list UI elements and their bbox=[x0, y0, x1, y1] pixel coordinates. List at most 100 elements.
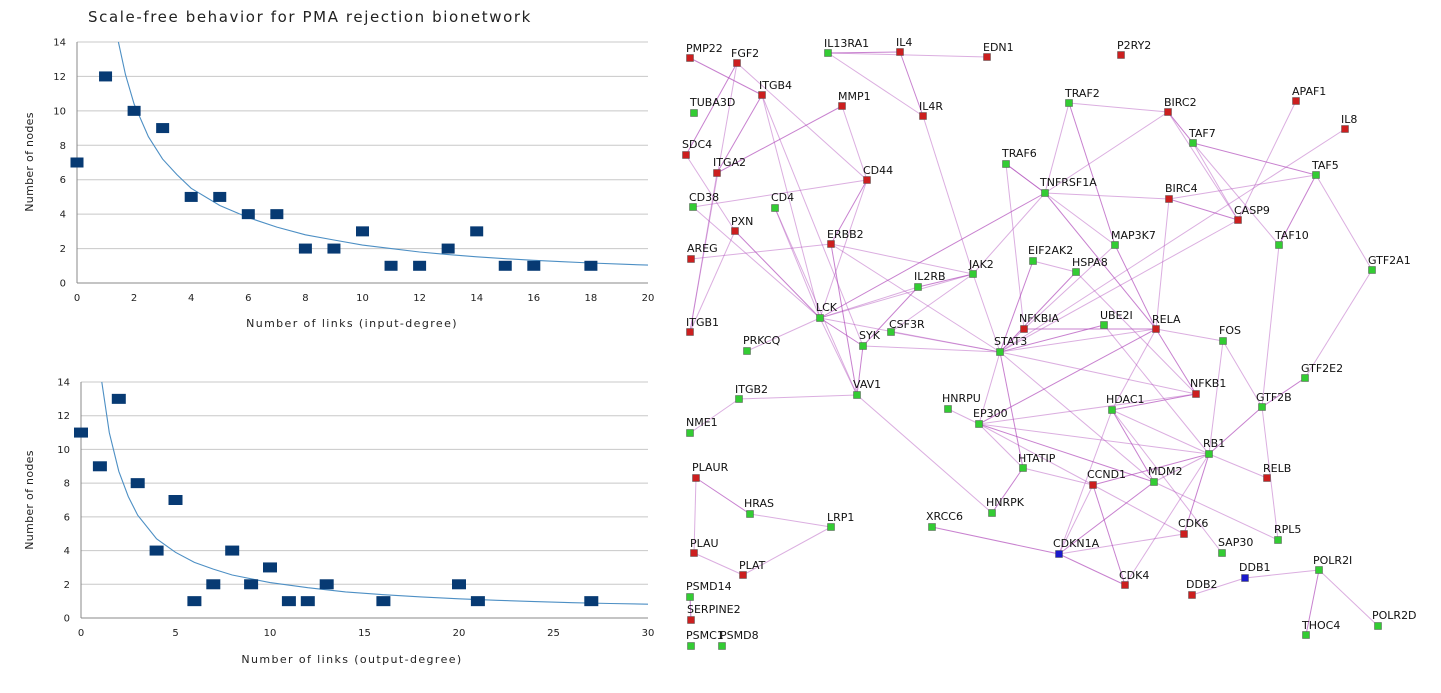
y-tick-label: 14 bbox=[57, 378, 70, 389]
node-label: RELB bbox=[1263, 462, 1291, 475]
node-marker bbox=[1089, 481, 1097, 489]
node-label: UBE2I bbox=[1100, 309, 1133, 322]
network-node: PRKCQ bbox=[743, 334, 781, 355]
network-node: CSF3R bbox=[887, 318, 925, 336]
network-node: STAT3 bbox=[994, 335, 1027, 356]
node-label: EDN1 bbox=[983, 41, 1014, 54]
y-axis-label: Number of nodes bbox=[23, 450, 36, 549]
node-marker bbox=[1117, 51, 1125, 59]
network-node: FOS bbox=[1219, 324, 1241, 345]
node-label: ITGB4 bbox=[759, 79, 792, 92]
node-label: DDB1 bbox=[1239, 561, 1271, 574]
node-label: HSPA8 bbox=[1072, 256, 1108, 269]
network-edge bbox=[774, 207, 821, 319]
node-marker bbox=[690, 549, 698, 557]
data-point bbox=[527, 260, 541, 271]
chart-axes bbox=[80, 382, 648, 619]
node-label: BIRC4 bbox=[1165, 182, 1198, 195]
data-point bbox=[187, 596, 202, 607]
network-edge bbox=[890, 273, 974, 333]
node-marker bbox=[1189, 139, 1197, 147]
node-label: PSMD8 bbox=[720, 629, 759, 642]
node-marker bbox=[1029, 257, 1037, 265]
node-marker bbox=[686, 429, 694, 437]
network-edge bbox=[734, 230, 821, 319]
data-point bbox=[356, 226, 369, 237]
network-node: P2RY2 bbox=[1117, 39, 1151, 59]
network-node: TRAF2 bbox=[1064, 87, 1100, 107]
network-node: IL13RA1 bbox=[824, 37, 869, 57]
network-node: NFKBIA bbox=[1019, 312, 1060, 333]
node-marker bbox=[1219, 337, 1227, 345]
network-edge bbox=[1075, 271, 1197, 395]
node-marker bbox=[1205, 450, 1213, 458]
data-point bbox=[584, 260, 598, 271]
data-point bbox=[327, 243, 341, 254]
network-node: TAF10 bbox=[1274, 229, 1309, 249]
node-marker bbox=[824, 49, 832, 57]
node-label: PLAU bbox=[690, 537, 719, 550]
data-points bbox=[70, 71, 598, 271]
data-point bbox=[263, 562, 277, 573]
node-label: P2RY2 bbox=[1117, 39, 1151, 52]
x-tick-label: 2 bbox=[131, 293, 137, 304]
network-edge bbox=[1111, 328, 1157, 411]
network-node: TRAF6 bbox=[1001, 147, 1037, 168]
node-label: GTF2E2 bbox=[1301, 362, 1343, 375]
network-edge bbox=[978, 328, 1157, 425]
data-point bbox=[384, 260, 398, 271]
node-label: TAF5 bbox=[1311, 159, 1339, 172]
network-node: IL2RB bbox=[914, 270, 946, 291]
data-point bbox=[130, 478, 145, 489]
x-axis-label: Number of links (input-degree) bbox=[246, 317, 458, 330]
network-edge bbox=[999, 271, 1077, 353]
node-marker bbox=[735, 395, 743, 403]
node-marker bbox=[887, 328, 895, 336]
node-marker bbox=[690, 109, 698, 117]
node-label: PLAUR bbox=[692, 461, 729, 474]
network-edge bbox=[978, 351, 1001, 425]
network-edge bbox=[1044, 111, 1169, 194]
network-edge bbox=[749, 513, 832, 528]
network-edge bbox=[1058, 481, 1155, 555]
node-marker bbox=[838, 102, 846, 110]
network-edge bbox=[978, 423, 1024, 469]
network-edge bbox=[1068, 102, 1169, 113]
x-tick-label: 6 bbox=[245, 293, 251, 304]
network-node: NME1 bbox=[686, 416, 718, 437]
node-label: PXN bbox=[731, 215, 753, 228]
node-label: TRAF2 bbox=[1064, 87, 1100, 100]
node-label: SDC4 bbox=[682, 138, 712, 151]
network-node: LCK bbox=[816, 301, 838, 322]
network-edge bbox=[693, 552, 744, 576]
node-label: DDB2 bbox=[1186, 578, 1218, 591]
node-label: PRKCQ bbox=[743, 334, 781, 347]
node-label: ITGB1 bbox=[686, 316, 719, 329]
network-edge bbox=[991, 467, 1024, 514]
network-edge bbox=[999, 328, 1025, 353]
x-axis-label: Number of links (output-degree) bbox=[241, 653, 462, 666]
network-node: RELA bbox=[1152, 313, 1181, 333]
node-label: HRAS bbox=[744, 497, 774, 510]
data-point bbox=[319, 579, 334, 590]
network-edge bbox=[689, 230, 736, 333]
network-edge bbox=[856, 345, 864, 396]
node-label: IL2RB bbox=[914, 270, 946, 283]
network-node: PMP22 bbox=[686, 42, 723, 62]
node-marker bbox=[996, 348, 1004, 356]
network-node: CD38 bbox=[689, 191, 719, 211]
network-edge bbox=[1315, 174, 1373, 271]
data-point bbox=[281, 596, 296, 607]
network-edge bbox=[1058, 533, 1185, 555]
network-node: HDAC1 bbox=[1106, 393, 1145, 414]
network-edge bbox=[922, 115, 974, 275]
network-node: TAF5 bbox=[1311, 159, 1339, 179]
network-node: CDK4 bbox=[1119, 569, 1149, 589]
network-edge bbox=[1168, 198, 1239, 221]
network-edge bbox=[819, 286, 919, 319]
node-marker bbox=[969, 270, 977, 278]
node-label: BIRC2 bbox=[1164, 96, 1197, 109]
network-edge bbox=[736, 62, 868, 181]
network-edge bbox=[978, 423, 1210, 455]
node-label: TAF10 bbox=[1274, 229, 1309, 242]
